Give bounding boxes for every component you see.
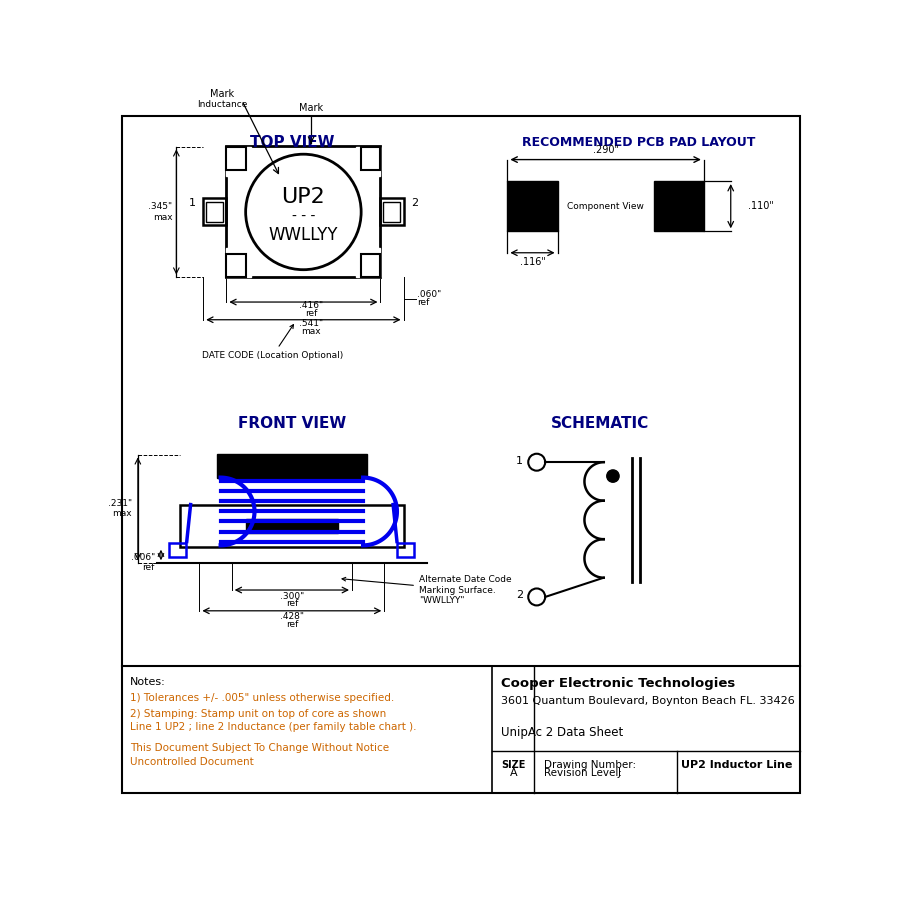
Bar <box>653 181 704 231</box>
Text: 3601 Quantum Boulevard, Boynton Beach FL. 33426: 3601 Quantum Boulevard, Boynton Beach FL… <box>501 696 795 706</box>
Text: .428": .428" <box>280 613 304 622</box>
Text: .116": .116" <box>519 257 545 267</box>
Text: UnipAc 2 Data Sheet: UnipAc 2 Data Sheet <box>501 726 624 739</box>
Text: 1) Tolerances +/- .005" unless otherwise specified.: 1) Tolerances +/- .005" unless otherwise… <box>130 693 394 703</box>
Text: Notes:: Notes: <box>130 677 166 687</box>
Bar <box>227 147 251 176</box>
Text: UP2 Inductor Line: UP2 Inductor Line <box>681 760 792 770</box>
Text: Mark: Mark <box>211 89 235 99</box>
Text: This Document Subject To Change Without Notice: This Document Subject To Change Without … <box>130 743 390 753</box>
Text: 2) Stamping: Stamp unit on top of core as shown: 2) Stamping: Stamp unit on top of core a… <box>130 708 386 718</box>
Text: .060": .060" <box>418 290 442 299</box>
Text: ref: ref <box>418 298 429 307</box>
Text: Inductance: Inductance <box>197 100 248 109</box>
Text: DATE CODE (Location Optional): DATE CODE (Location Optional) <box>202 325 343 360</box>
Bar <box>356 248 381 277</box>
Text: .006"
ref: .006" ref <box>130 553 155 572</box>
Text: 2: 2 <box>411 198 418 208</box>
Bar <box>180 505 403 547</box>
Bar <box>169 543 186 557</box>
Bar <box>361 147 381 169</box>
Text: WWLLYY: WWLLYY <box>268 226 338 244</box>
Text: ref: ref <box>305 309 318 318</box>
Bar <box>227 248 251 277</box>
Bar <box>227 147 246 169</box>
Text: Line 1 UP2 ; line 2 Inductance (per family table chart ).: Line 1 UP2 ; line 2 Inductance (per fami… <box>130 722 417 732</box>
Bar <box>217 454 367 478</box>
Text: .290": .290" <box>592 145 618 156</box>
Text: Mark: Mark <box>299 103 323 113</box>
Text: A: A <box>509 768 518 778</box>
Text: Cooper Electronic Technologies: Cooper Electronic Technologies <box>501 677 735 690</box>
Bar <box>356 147 381 176</box>
Text: 1: 1 <box>516 455 523 465</box>
Text: Drawing Number:: Drawing Number: <box>544 760 635 770</box>
Text: Uncontrolled Document: Uncontrolled Document <box>130 757 254 767</box>
Text: TOP VIEW: TOP VIEW <box>249 135 334 150</box>
Text: - - -: - - - <box>292 209 315 223</box>
Bar <box>246 519 338 533</box>
Text: Alternate Date Code
Marking Surface.
"WWLLYY": Alternate Date Code Marking Surface. "WW… <box>342 575 511 605</box>
Bar <box>227 147 381 277</box>
Text: SIZE: SIZE <box>501 760 526 770</box>
Text: ref: ref <box>285 620 298 629</box>
Circle shape <box>607 470 619 482</box>
Text: FRONT VIEW: FRONT VIEW <box>238 416 346 431</box>
Text: .541": .541" <box>299 320 323 328</box>
Bar <box>508 181 557 231</box>
Bar <box>203 199 227 225</box>
Bar <box>383 202 400 222</box>
Text: .300": .300" <box>280 591 304 600</box>
Text: Revision Level:: Revision Level: <box>544 768 622 778</box>
Bar <box>397 543 414 557</box>
Text: SCHEMATIC: SCHEMATIC <box>551 416 649 431</box>
Text: Component View: Component View <box>567 202 644 211</box>
Text: ref: ref <box>285 599 298 608</box>
Text: 1: 1 <box>189 198 195 208</box>
Text: max: max <box>302 327 321 336</box>
Text: 2: 2 <box>516 590 523 600</box>
Bar <box>227 255 246 277</box>
Bar <box>206 202 223 222</box>
Text: .231"
max: .231" max <box>108 500 131 518</box>
Bar <box>361 255 381 277</box>
Text: J: J <box>617 768 621 778</box>
Text: .345"
max: .345" max <box>148 202 173 221</box>
Bar <box>381 199 403 225</box>
Text: UP2: UP2 <box>282 186 325 206</box>
Text: .110": .110" <box>748 202 774 211</box>
Text: .416": .416" <box>299 302 323 310</box>
Text: RECOMMENDED PCB PAD LAYOUT: RECOMMENDED PCB PAD LAYOUT <box>522 136 755 149</box>
